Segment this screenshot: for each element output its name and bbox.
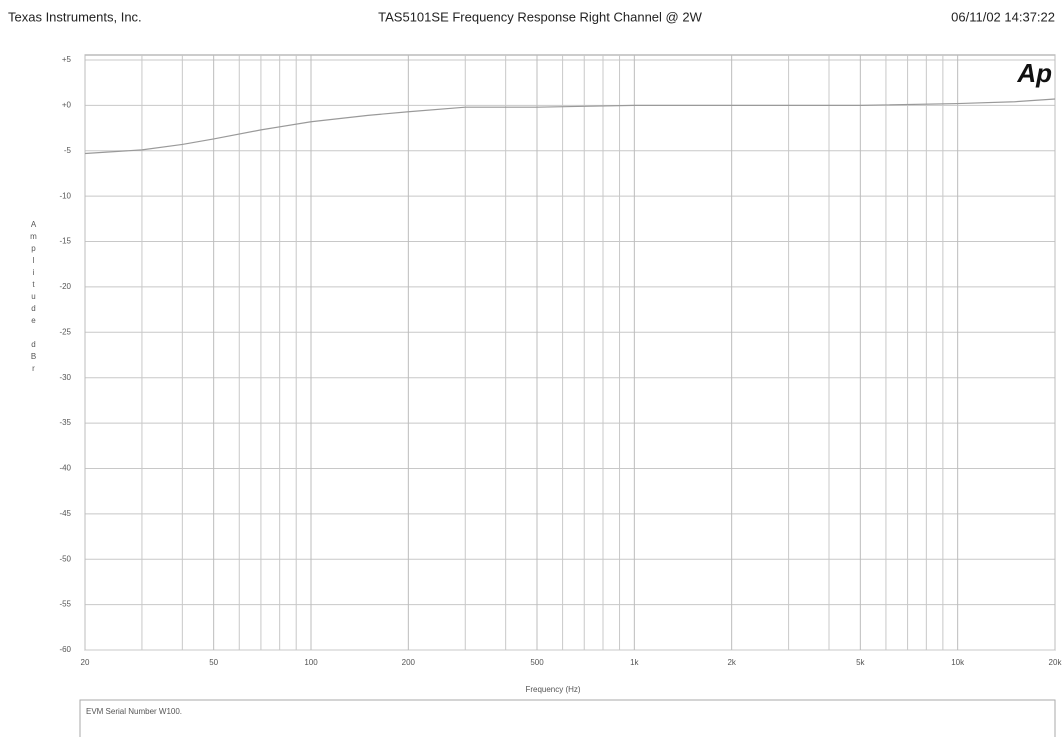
x-tick-label: 500 [530,658,544,667]
x-tick-label: 100 [304,658,318,667]
y-tick-label: -40 [59,464,71,473]
series-line [84,98,1056,155]
x-tick-label: 2k [727,658,736,667]
y-tick-label: -5 [64,146,72,155]
y-tick-label: -45 [59,509,71,518]
x-tick-label: 5k [856,658,865,667]
x-tick-label: 20k [1049,658,1063,667]
x-tick-label: 50 [209,658,218,667]
y-tick-label: -50 [59,554,71,563]
y-tick-label: -10 [59,191,71,200]
timestamp: 06/11/02 14:37:22 [951,9,1055,24]
logo: Ap [1016,58,1052,88]
y-tick-label: +5 [62,55,72,64]
y-tick-label: -55 [59,600,71,609]
x-axis-label: Frequency (Hz) [525,685,580,694]
x-tick-label: 200 [402,658,416,667]
chart-title: TAS5101SE Frequency Response Right Chann… [378,9,702,24]
x-tick-label: 20 [81,658,90,667]
company: Texas Instruments, Inc. [8,9,142,24]
plot-frame [84,54,1056,651]
y-axis-label: Amplitude dBr [29,220,38,376]
y-tick-label: -30 [59,373,71,382]
y-tick-label: +0 [62,100,72,109]
y-tick-label: -15 [59,237,71,246]
note: EVM Serial Number W100. [86,707,182,716]
y-tick-label: -25 [59,327,71,336]
y-tick-label: -35 [59,418,71,427]
x-tick-label: 1k [630,658,639,667]
note-box [79,699,1056,737]
x-tick-label: 10k [951,658,965,667]
y-tick-label: -60 [59,645,71,654]
y-tick-label: -20 [59,282,71,291]
